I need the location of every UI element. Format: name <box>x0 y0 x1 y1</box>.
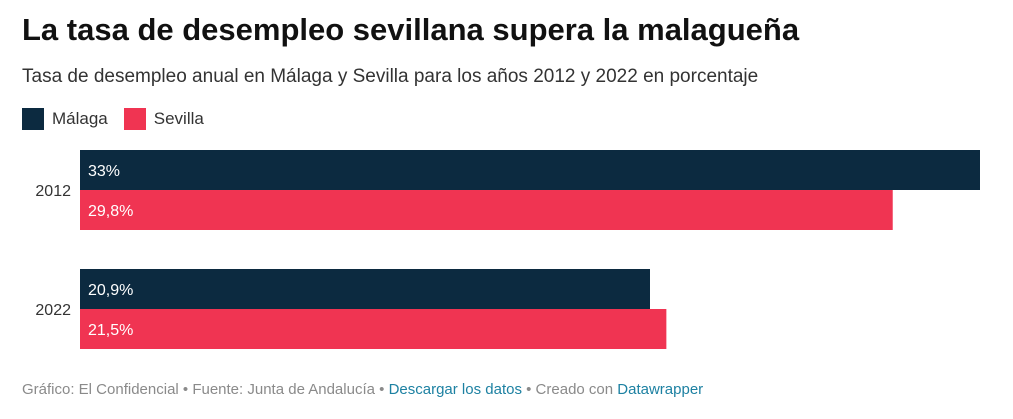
legend-label-sevilla: Sevilla <box>153 109 204 128</box>
legend-swatch-malaga <box>22 108 44 130</box>
legend-item-sevilla: Sevilla <box>123 108 204 130</box>
footer: Gráfico: El Confidencial • Fuente: Junta… <box>22 381 703 398</box>
footer-source: Gráfico: El Confidencial • Fuente: Junta… <box>22 381 389 398</box>
bar-chart: 2012 33% 29,8% 2022 20,9% 21,5% <box>35 150 980 349</box>
bar-sevilla-2012 <box>80 190 893 230</box>
chart-subtitle: Tasa de desempleo anual en Málaga y Sevi… <box>22 66 759 87</box>
download-data-link[interactable]: Descargar los datos <box>388 381 522 398</box>
datawrapper-link[interactable]: Datawrapper <box>617 381 704 398</box>
data-label-málaga-2012: 33% <box>88 163 120 180</box>
bar-málaga-2012 <box>80 150 980 190</box>
legend-item-malaga: Málaga <box>22 108 108 130</box>
legend-label-malaga: Málaga <box>52 109 108 128</box>
data-label-sevilla-2012: 29,8% <box>88 203 133 220</box>
data-label-sevilla-2022: 21,5% <box>88 322 133 339</box>
bar-sevilla-2022 <box>80 309 667 349</box>
legend-swatch-sevilla <box>123 108 146 130</box>
data-label-málaga-2022: 20,9% <box>88 282 133 299</box>
category-label-2022: 2022 <box>35 302 71 319</box>
legend: Málaga Sevilla <box>22 108 220 130</box>
bar-málaga-2022 <box>80 269 650 309</box>
footer-created: • Creado con <box>521 381 618 398</box>
chart-title: La tasa de desempleo sevillana supera la… <box>22 12 800 47</box>
category-label-2012: 2012 <box>35 183 71 200</box>
